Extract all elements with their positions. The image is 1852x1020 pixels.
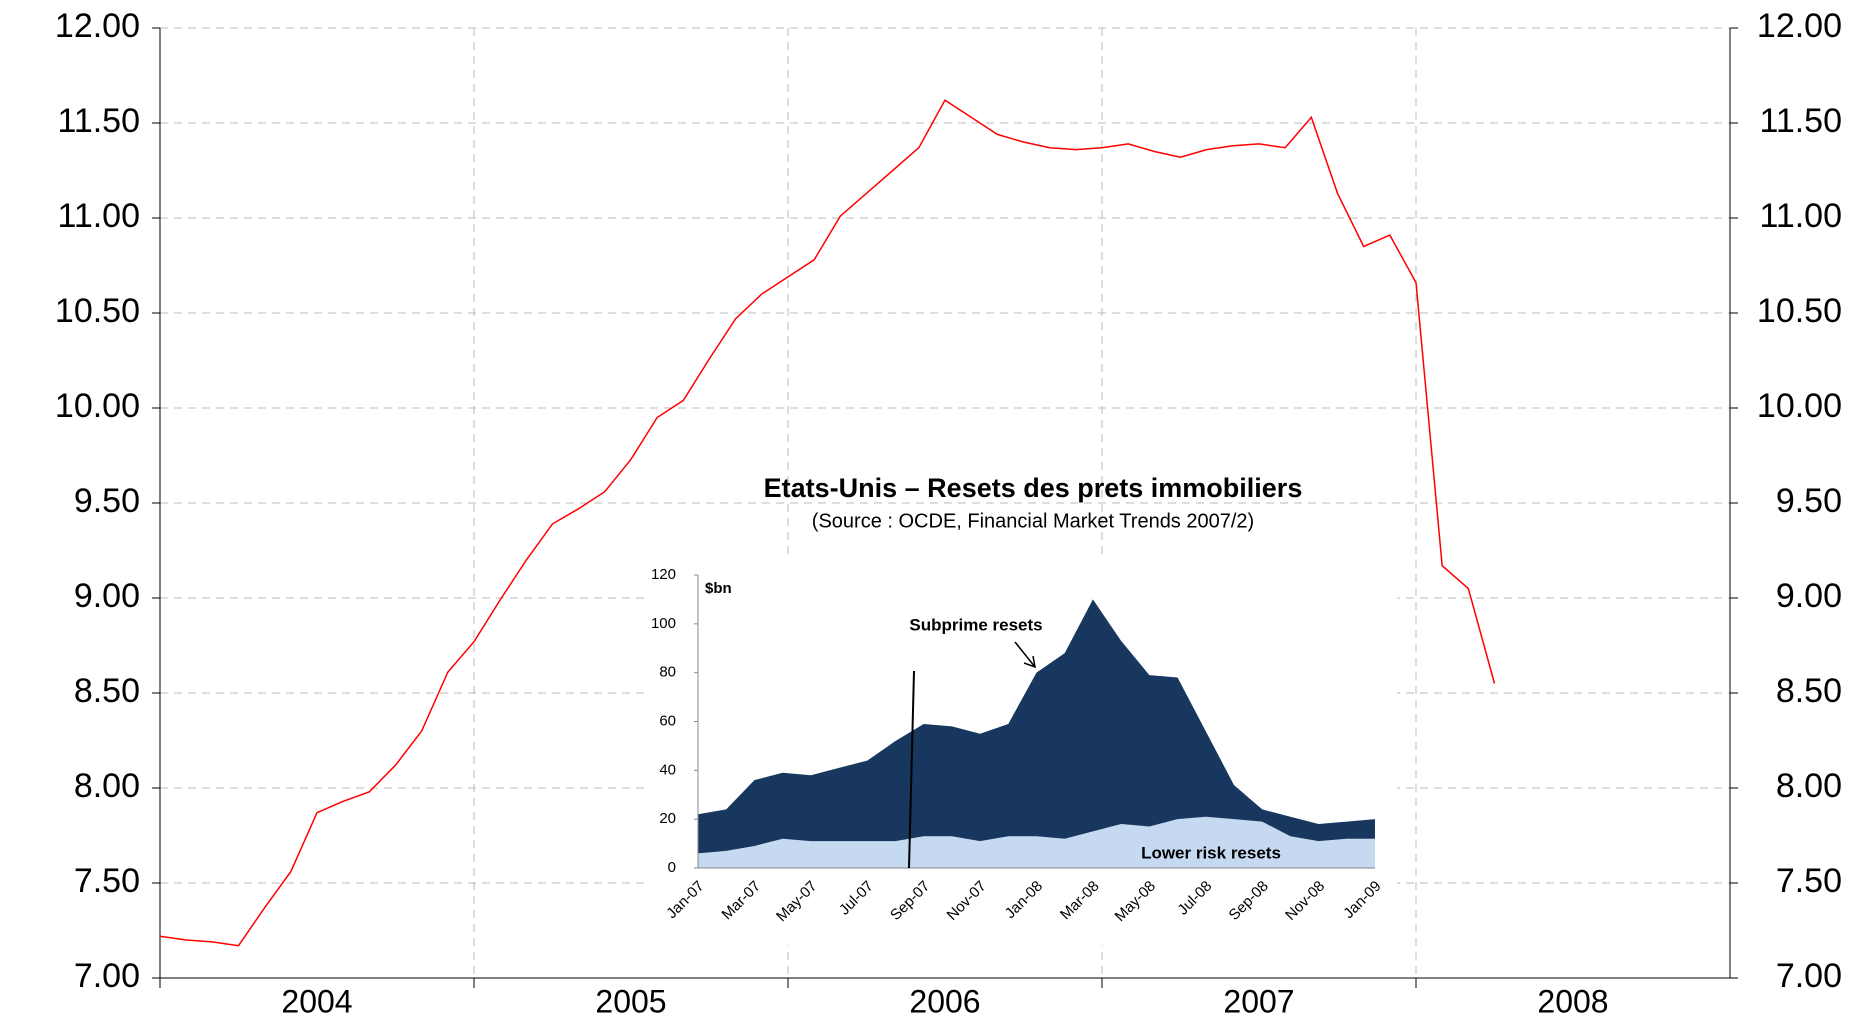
y2-tick-label: 11.50 [1759, 102, 1842, 140]
y-tick-label: 7.00 [74, 957, 140, 995]
y2-tick-label: 9.00 [1776, 577, 1842, 615]
inset-y-tick-label: 20 [659, 810, 676, 827]
y-tick-label: 9.00 [74, 577, 140, 615]
y2-tick-label: 8.50 [1776, 672, 1842, 710]
annotation: Subprime resets [909, 615, 1042, 634]
y-tick-label: 8.00 [74, 767, 140, 805]
inset-y-tick-label: 120 [651, 566, 676, 583]
annotation-arrowhead [1023, 655, 1036, 669]
area-series [698, 816, 1375, 868]
annotation-arrow [1014, 641, 1036, 668]
inset-y-tick-label: 0 [668, 859, 676, 876]
y2-tick-label: 10.50 [1757, 292, 1842, 330]
x-tick-label: 2008 [1537, 983, 1608, 1019]
y-tick-label: 11.50 [57, 102, 140, 140]
annotation: Lower risk resets [1141, 843, 1281, 862]
x-tick-label: 2005 [595, 983, 666, 1019]
y2-tick-label: 7.50 [1776, 862, 1842, 900]
x-tick-label: 2007 [1223, 983, 1294, 1019]
inset-y-tick-label: 80 [659, 664, 676, 681]
inset-y-label: $bn [705, 580, 732, 597]
y2-tick-label: 12.00 [1757, 7, 1842, 45]
inset-y-tick-label: 60 [659, 712, 676, 729]
y2-tick-label: 8.00 [1776, 767, 1842, 805]
y-tick-label: 10.50 [55, 292, 140, 330]
y2-tick-label: 10.00 [1757, 387, 1842, 425]
y-tick-label: 12.00 [55, 7, 140, 45]
x-tick-label: 2006 [909, 983, 980, 1019]
y-tick-label: 10.00 [55, 387, 140, 425]
y2-tick-label: 11.00 [1759, 197, 1842, 235]
inset-y-tick-label: 40 [659, 761, 676, 778]
inset-y-tick-label: 100 [651, 615, 676, 632]
y-tick-label: 9.50 [74, 482, 140, 520]
area-series [698, 599, 1375, 854]
marker-line [908, 670, 915, 869]
y2-tick-label: 7.00 [1776, 957, 1842, 995]
inset-subtitle: (Source : OCDE, Financial Market Trends … [812, 510, 1254, 532]
line-series [159, 99, 1496, 947]
y-tick-label: 11.00 [57, 197, 140, 235]
x-tick-label: 2004 [281, 983, 352, 1019]
y-tick-label: 7.50 [74, 862, 140, 900]
y-tick-label: 8.50 [74, 672, 140, 710]
y2-tick-label: 9.50 [1776, 482, 1842, 520]
inset-title: Etats-Unis – Resets des prets immobilier… [764, 473, 1303, 503]
